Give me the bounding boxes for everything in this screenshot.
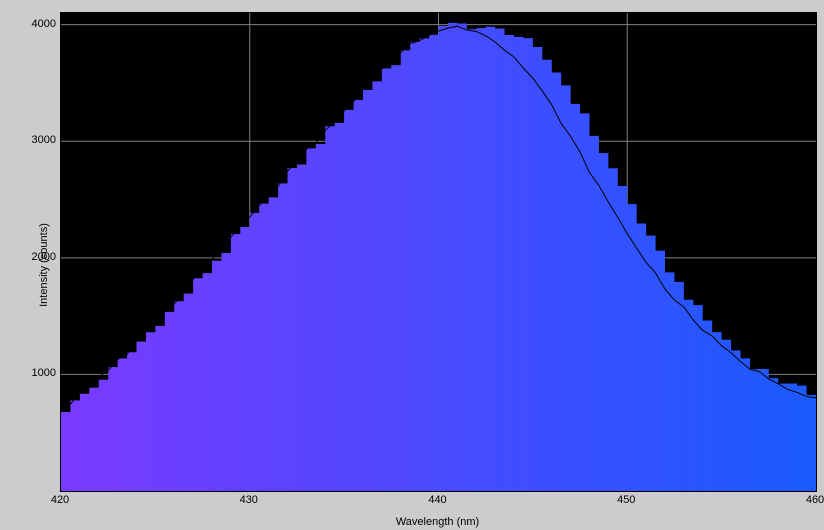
x-tick-label: 450 bbox=[617, 494, 635, 506]
y-tick-label: 4000 bbox=[6, 18, 56, 30]
x-tick-label: 420 bbox=[51, 494, 69, 506]
plot-area bbox=[60, 12, 817, 492]
x-tick-label: 460 bbox=[806, 494, 824, 506]
y-tick-label: 1000 bbox=[6, 367, 56, 379]
spectrum-fill bbox=[61, 23, 816, 491]
y-tick-label: 3000 bbox=[6, 134, 56, 146]
x-axis-label: Wavelength (nm) bbox=[60, 516, 815, 528]
plot-svg bbox=[61, 13, 816, 491]
x-tick-label: 430 bbox=[240, 494, 258, 506]
chart-frame: Intensity (counts) Wavelength (nm) 1000 2… bbox=[0, 0, 824, 530]
y-axis-label: Intensity (counts) bbox=[38, 223, 50, 307]
x-tick-label: 440 bbox=[428, 494, 446, 506]
y-tick-label: 2000 bbox=[6, 251, 56, 263]
